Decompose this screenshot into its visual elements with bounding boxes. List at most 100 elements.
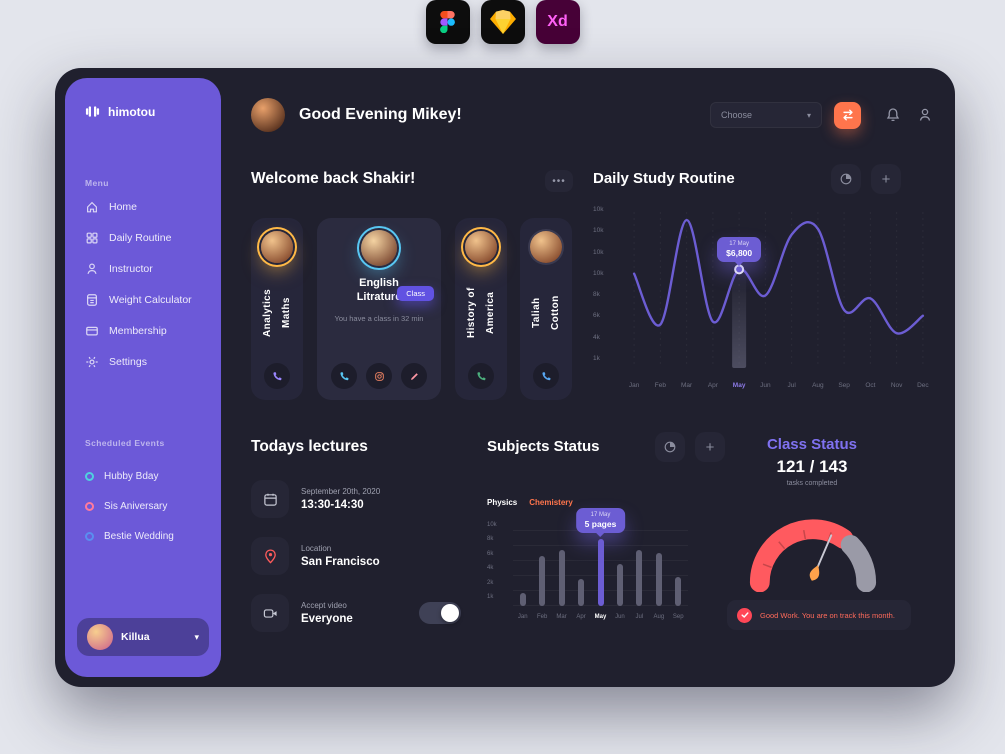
scheduled-events-label: Scheduled Events — [85, 438, 165, 448]
sidebar-item-membership[interactable]: Membership — [85, 324, 192, 338]
class-card-title: Analytics Maths — [262, 288, 292, 338]
study-routine-title: Daily Study Routine — [593, 170, 735, 187]
class-card-title: English Litrature — [356, 277, 402, 304]
line-x-label: Oct — [865, 382, 876, 389]
tooltip-date: 17 May — [729, 241, 749, 248]
user-profile-chip[interactable]: Killua ▾ — [77, 618, 209, 656]
line-x-label: Nov — [890, 382, 903, 389]
calendar-icon-box — [251, 480, 289, 518]
lecture-location-row: Location San Francisco — [251, 537, 469, 575]
study-add-button[interactable]: + — [871, 164, 901, 194]
subject-bar-apr — [578, 578, 585, 606]
subjects-chart-type-button[interactable] — [655, 432, 685, 462]
line-y-label: 8k — [593, 291, 600, 299]
tooltip-date: 17 May — [590, 511, 611, 518]
figma-app-icon[interactable] — [425, 0, 470, 44]
subjects-chart-x-axis: Jan Feb Mar Apr May Jun Jul Aug Sep — [513, 614, 688, 620]
teacher-avatar — [465, 231, 497, 263]
subjects-status-title: Subjects Status — [487, 438, 600, 455]
class-status-panel: Class Status 121 / 143 tasks completed — [704, 436, 920, 487]
call-button[interactable] — [468, 363, 494, 389]
figma-logo-icon — [440, 11, 455, 33]
choose-label: Choose — [721, 110, 753, 120]
sidebar-item-home[interactable]: Home — [85, 200, 192, 214]
subjects-chart-y-axis: 10k 8k 6k 4k 2k 1k — [487, 522, 497, 600]
menu-section-label: Menu — [85, 178, 109, 188]
video-icon-box — [251, 594, 289, 632]
subjects-legend: Physics Chemistery — [487, 498, 573, 507]
line-y-label: 1k — [593, 354, 600, 362]
swap-icon — [842, 109, 853, 121]
bell-icon — [886, 108, 900, 122]
teacher-avatar — [361, 230, 397, 266]
status-notification-text: Good Work. You are on track this month. — [760, 610, 895, 620]
app-icons-row: Xd — [0, 0, 1005, 44]
bar-y-label: 6k — [487, 550, 494, 557]
call-button[interactable] — [331, 363, 357, 389]
class-card-english-litrature[interactable]: English Litrature Class You have a class… — [317, 218, 441, 400]
check-circle-icon — [737, 607, 752, 623]
line-x-label: Jul — [787, 382, 796, 389]
header-avatar[interactable] — [251, 98, 285, 132]
event-item-bestie-wedding[interactable]: Bestie Wedding — [85, 531, 174, 542]
class-status-score: 121 / 143 — [776, 457, 848, 476]
notifications-button[interactable] — [885, 107, 901, 123]
sketch-logo-icon — [489, 10, 516, 34]
event-label: Hubby Bday — [104, 471, 159, 482]
calendar-icon — [263, 493, 277, 506]
class-status-title: Class Status — [766, 436, 858, 453]
chevron-down-icon: ▾ — [194, 631, 199, 642]
class-card-history-of-america[interactable]: History of America — [455, 218, 507, 400]
bar-x-label: Jan — [517, 614, 528, 620]
bar-x-label: Sep — [672, 614, 684, 620]
dashboard-window: himotou Menu Home Daily Routine Instruct… — [55, 68, 955, 687]
scheduled-events-list: Hubby Bday Sis Aniversary Bestie Wedding — [85, 471, 174, 542]
call-button[interactable] — [533, 363, 559, 389]
class-card-analytics-maths[interactable]: Analytics Maths — [251, 218, 303, 400]
study-chart-type-button[interactable] — [831, 164, 861, 194]
location-pin-icon — [264, 548, 276, 563]
subject-bar-feb — [539, 556, 546, 606]
sidebar-item-label: Weight Calculator — [109, 294, 192, 306]
profile-button[interactable] — [917, 107, 933, 123]
sketch-app-icon[interactable] — [480, 0, 525, 44]
event-item-sis-aniversary[interactable]: Sis Aniversary — [85, 501, 174, 512]
class-card-taliah-cotton[interactable]: Taliah Cotton — [520, 218, 572, 400]
toggle-knob — [441, 604, 459, 622]
call-button[interactable] — [264, 363, 290, 389]
study-chart-tooltip: 17 May $6,800 — [717, 237, 762, 267]
subject-bar-jun — [616, 564, 623, 606]
legend-chemistery[interactable]: Chemistery — [529, 498, 573, 507]
accept-video-value: Everyone — [301, 613, 353, 625]
bar-x-label: Jul — [635, 614, 644, 620]
teacher-avatar — [261, 231, 293, 263]
sidebar-item-settings[interactable]: Settings — [85, 355, 192, 369]
event-item-hubby-bday[interactable]: Hubby Bday — [85, 471, 174, 482]
video-camera-icon — [263, 608, 277, 618]
sidebar-item-daily-routine[interactable]: Daily Routine — [85, 231, 192, 245]
more-options-button[interactable]: ••• — [545, 170, 573, 192]
class-card-title: History of America — [466, 287, 496, 339]
subjects-add-button[interactable]: + — [695, 432, 725, 462]
sidebar-menu: Home Daily Routine Instructor Weight Cal… — [85, 200, 192, 369]
accept-video-toggle[interactable] — [419, 602, 461, 624]
adobe-xd-app-icon[interactable]: Xd — [535, 0, 580, 44]
tooltip-value: $6,800 — [726, 248, 753, 259]
home-icon — [87, 201, 97, 213]
lecture-video-row: Accept video Everyone — [251, 594, 469, 632]
instagram-button[interactable] — [366, 363, 392, 389]
legend-physics[interactable]: Physics — [487, 498, 518, 507]
study-chart-plot — [632, 212, 925, 368]
subject-bar-mar — [558, 550, 565, 606]
user-avatar — [87, 624, 113, 650]
edit-button[interactable] — [401, 363, 427, 389]
sidebar: himotou Menu Home Daily Routine Instruct… — [65, 78, 221, 677]
sidebar-item-instructor[interactable]: Instructor — [85, 262, 192, 276]
accept-video-label: Accept video — [301, 601, 347, 610]
choose-select[interactable]: Choose ▾ — [710, 102, 822, 128]
line-x-label: Dec — [917, 382, 929, 389]
line-x-label: Jun — [760, 382, 771, 389]
logo-text: himotou — [108, 104, 156, 119]
sidebar-item-weight-calculator[interactable]: Weight Calculator — [85, 293, 192, 307]
quick-action-button[interactable] — [834, 101, 861, 129]
